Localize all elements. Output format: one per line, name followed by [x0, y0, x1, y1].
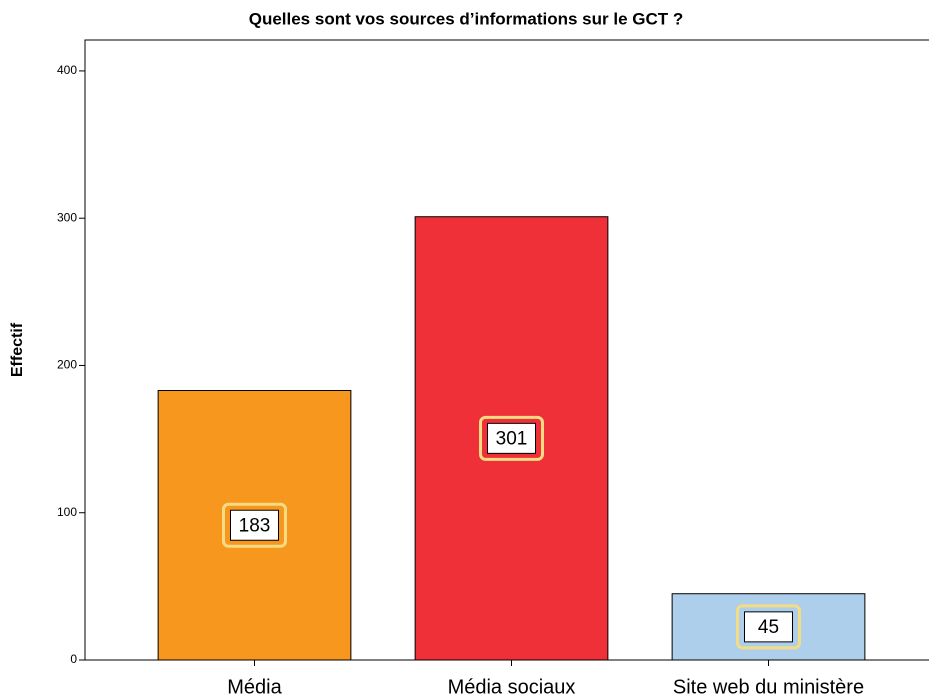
x-tick-label: Média sociaux [448, 676, 576, 698]
x-tick-label: Média [227, 676, 282, 698]
y-tick-label: 0 [70, 652, 77, 666]
value-label-halo [479, 415, 544, 461]
y-tick-label: 300 [57, 210, 77, 224]
value-label-box [487, 422, 536, 454]
value-label-box [744, 611, 793, 643]
y-tick-label: 100 [57, 505, 77, 519]
y-tick-label: 200 [57, 358, 77, 372]
x-tick-label: Site web du ministère [673, 676, 864, 698]
value-label: 301 [496, 428, 528, 449]
value-label-halo [736, 604, 801, 650]
value-label-halo [222, 502, 287, 548]
y-tick-label: 400 [57, 63, 77, 77]
value-label-box [230, 509, 279, 541]
value-label: 183 [239, 515, 271, 536]
value-label: 45 [758, 617, 779, 638]
y-axis-label: Effectif [9, 322, 26, 377]
chart-title: Quelles sont vos sources d’informations … [249, 9, 684, 28]
